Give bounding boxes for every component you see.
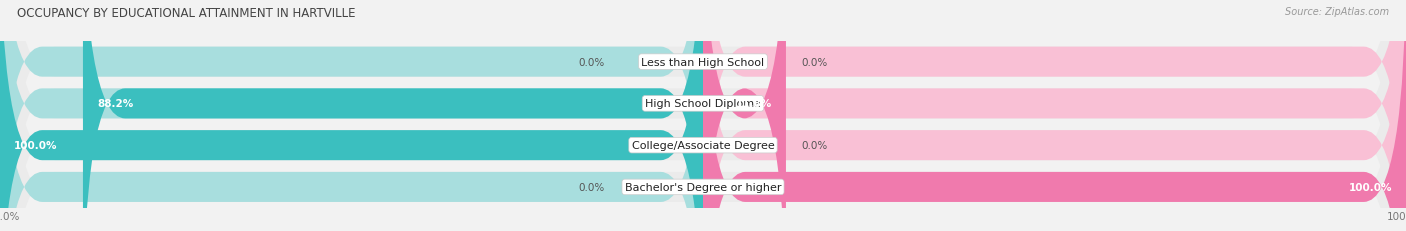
- Text: Less than High School: Less than High School: [641, 57, 765, 67]
- Text: 88.2%: 88.2%: [97, 99, 134, 109]
- Text: 0.0%: 0.0%: [801, 140, 828, 151]
- Text: Source: ZipAtlas.com: Source: ZipAtlas.com: [1285, 7, 1389, 17]
- Text: 0.0%: 0.0%: [578, 182, 605, 192]
- FancyBboxPatch shape: [0, 0, 703, 231]
- Text: 100.0%: 100.0%: [1348, 182, 1392, 192]
- FancyBboxPatch shape: [0, 0, 703, 231]
- Text: High School Diploma: High School Diploma: [645, 99, 761, 109]
- Text: OCCUPANCY BY EDUCATIONAL ATTAINMENT IN HARTVILLE: OCCUPANCY BY EDUCATIONAL ATTAINMENT IN H…: [17, 7, 356, 20]
- Text: 0.0%: 0.0%: [801, 57, 828, 67]
- Text: College/Associate Degree: College/Associate Degree: [631, 140, 775, 151]
- FancyBboxPatch shape: [703, 0, 1406, 231]
- Text: 11.8%: 11.8%: [735, 99, 772, 109]
- FancyBboxPatch shape: [0, 0, 703, 231]
- Text: Bachelor's Degree or higher: Bachelor's Degree or higher: [624, 182, 782, 192]
- Text: 0.0%: 0.0%: [578, 57, 605, 67]
- FancyBboxPatch shape: [703, 0, 1406, 231]
- FancyBboxPatch shape: [703, 0, 786, 231]
- FancyBboxPatch shape: [703, 0, 1406, 231]
- FancyBboxPatch shape: [83, 0, 703, 231]
- FancyBboxPatch shape: [703, 0, 1406, 231]
- Text: 100.0%: 100.0%: [14, 140, 58, 151]
- FancyBboxPatch shape: [0, 0, 703, 231]
